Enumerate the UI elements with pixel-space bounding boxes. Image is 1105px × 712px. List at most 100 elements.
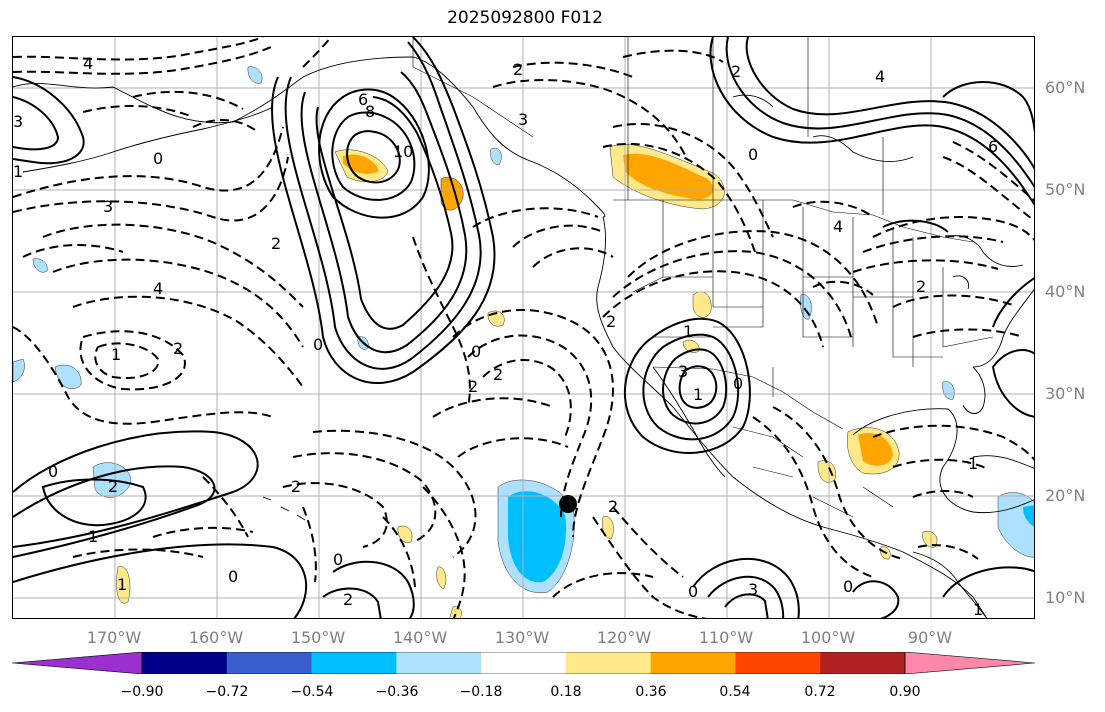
colorbar-segments (12, 652, 1035, 674)
coastline-hawaii (262, 496, 306, 521)
coastline-cuba (972, 455, 1034, 469)
contour-label: 1 (111, 345, 121, 364)
shade-negative-blue (1023, 505, 1034, 527)
provincial-lines (627, 37, 884, 215)
contour-label: 2 (493, 365, 503, 384)
lon-label: 150°W (290, 628, 346, 647)
contour-label: 1 (13, 162, 23, 181)
coastline-north-america-west (596, 216, 988, 618)
shade-positive-yellow (602, 516, 614, 540)
colorbar-segment (735, 652, 821, 674)
lat-label: 10°N (1045, 588, 1086, 607)
colorbar-segment (226, 652, 313, 674)
colorbar-extend-high (905, 652, 1035, 674)
contour-label: 2 (606, 312, 616, 331)
contour-label: 0 (733, 374, 743, 393)
lon-label: 100°W (800, 628, 856, 647)
colorbar-extend-low (12, 652, 142, 674)
contour-label: 6 (988, 137, 998, 156)
lat-label: 50°N (1045, 180, 1086, 199)
colorbar-tick-label: −0.36 (375, 684, 419, 700)
contour-label: 0 (228, 567, 238, 586)
contour-label: 2 (291, 477, 301, 496)
coastline-baja-california (652, 366, 726, 478)
contour-label: 0 (843, 577, 853, 596)
lon-label: 160°W (188, 628, 244, 647)
shade-positive-yellow (692, 291, 712, 318)
shade-negative-lightblue (54, 364, 82, 389)
map-canvas: 4 3 0 6 8 10 2 3 0 4 2 3 1 2 4 0 2 2 0 1… (13, 37, 1034, 619)
colorbar-tick-label: −0.72 (205, 684, 249, 700)
contour-label: 6 (358, 90, 368, 109)
shade-positive-yellow (116, 566, 131, 604)
contour-label: 3 (518, 110, 528, 129)
contour-label: 1 (88, 527, 98, 546)
contour-label: 1 (693, 385, 703, 404)
colorbar-tick-label: −0.18 (459, 684, 503, 700)
contour-label: 1 (968, 454, 978, 473)
shade-negative-lightblue (490, 147, 502, 166)
contour-label: 2 (608, 497, 618, 516)
coastline-gulf-of-mexico (852, 408, 1034, 514)
contour-label: 3 (13, 112, 23, 131)
shade-positive-orange (858, 433, 893, 466)
contour-label: 4 (83, 54, 93, 73)
colorbar-tick-label: 0.18 (550, 684, 582, 700)
mexico-states (732, 426, 894, 518)
contour-label: 1 (973, 600, 983, 619)
state-lines (632, 200, 994, 397)
contour-label: 3 (748, 580, 758, 599)
contour-label: 3 (678, 362, 688, 381)
map-plot-area[interactable]: 4 3 0 6 8 10 2 3 0 4 2 3 1 2 4 0 2 2 0 1… (12, 36, 1035, 619)
colorbar-segment (650, 652, 736, 674)
contour-label: 2 (343, 590, 353, 609)
shade-negative-lightblue (13, 358, 25, 383)
lat-label: 30°N (1045, 384, 1086, 403)
contour-label: 4 (153, 279, 163, 298)
contour-label: 0 (48, 462, 58, 481)
contour-label: 10 (393, 142, 413, 161)
lon-label: 140°W (392, 628, 448, 647)
colorbar-tick-label: 0.90 (889, 684, 921, 700)
colorbar-tick-label: −0.90 (120, 684, 164, 700)
coastline-hudson-region (732, 94, 914, 162)
coastline-aleutian-chain (22, 106, 274, 173)
colorbar-segment (396, 652, 482, 674)
contour-labels: 4 3 0 6 8 10 2 3 0 4 2 3 1 2 4 0 2 2 0 1… (13, 54, 998, 619)
colorbar-tick-label: 0.36 (635, 684, 667, 700)
contours-solid (13, 37, 1034, 618)
political-boundaries (412, 37, 994, 518)
contour-label: 8 (365, 102, 375, 121)
coastline-east-coast (972, 288, 1034, 368)
shade-positive-yellow (817, 460, 836, 483)
contour-label: 1 (117, 575, 127, 594)
lon-label: 170°W (86, 628, 142, 647)
colorbar-segment (820, 652, 906, 674)
shade-negative-lightblue (800, 294, 812, 320)
coastline-florida (962, 366, 986, 414)
shaded-anomalies (13, 66, 1034, 618)
colorbar-segment (311, 652, 397, 674)
contour-label: 2 (173, 339, 183, 358)
shade-negative-lightblue (32, 258, 48, 273)
lat-label: 20°N (1045, 486, 1086, 505)
colorbar-tick-label: 0.72 (804, 684, 836, 700)
storm-center-marker[interactable] (559, 495, 577, 513)
contour-label: 2 (108, 477, 118, 496)
map-title: 2025092800 F012 (447, 8, 603, 28)
shade-positive-orange (623, 153, 713, 200)
lon-label: 130°W (494, 628, 550, 647)
contour-label: 4 (833, 217, 843, 236)
colorbar-tick-label: −0.54 (290, 684, 334, 700)
contour-label: 0 (688, 582, 698, 601)
lon-label: 120°W (596, 628, 652, 647)
contour-label: 0 (153, 149, 163, 168)
contour-label: 2 (731, 62, 741, 81)
lon-label: 90°W (907, 628, 953, 647)
lat-label: 40°N (1045, 282, 1086, 301)
contour-label: 0 (333, 550, 343, 569)
shade-positive-yellow (397, 525, 413, 543)
coastline-alaska-aleutians (13, 56, 606, 218)
colorbar-segment (142, 652, 228, 674)
border-us-canada (613, 199, 974, 243)
